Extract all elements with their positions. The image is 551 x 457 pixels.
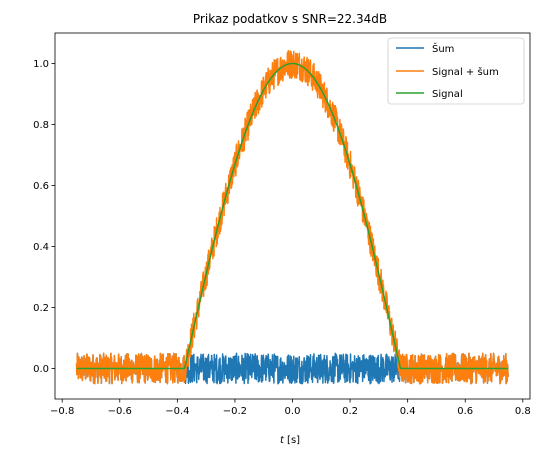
x-tick-label: 0.8 [515,406,531,417]
y-tick-label: 0.8 [33,120,49,131]
plot-lines [75,50,510,385]
x-tick-label: −0.8 [50,406,74,417]
legend-label-signal-plus-noise: Signal + šum [432,66,499,78]
y-tick-label: 0.0 [33,364,49,375]
y-tick-label: 0.4 [33,242,49,253]
x-tick-label: 0.0 [285,406,301,417]
chart-title: Prikaz podatkov s SNR=22.34dB [193,12,387,26]
x-tick-label: 0.4 [400,406,416,417]
legend-label-signal: Signal [432,89,463,100]
x-tick-label: 0.6 [457,406,473,417]
x-axis-label: t [s] [280,435,300,446]
y-tick-label: 1.0 [33,59,49,70]
y-tick-label: 0.2 [33,303,49,314]
x-tick-label: −0.2 [223,406,247,417]
x-tick-label: 0.2 [342,406,358,417]
series-line-signal-plus-noise [75,50,510,385]
x-tick-label: −0.6 [108,406,132,417]
legend: Šum Signal + šum Signal [387,37,525,105]
y-tick-label: 0.6 [33,181,49,192]
legend-frame [387,37,525,105]
x-axis: −0.8 −0.6 −0.4 −0.2 0.0 0.2 0.4 0.6 0.8 [50,399,531,417]
legend-label-noise: Šum [432,42,454,55]
x-tick-label: −0.4 [165,406,189,417]
y-axis: 0.0 0.2 0.4 0.6 0.8 1.0 [33,59,55,375]
series-line-signal [76,62,509,370]
